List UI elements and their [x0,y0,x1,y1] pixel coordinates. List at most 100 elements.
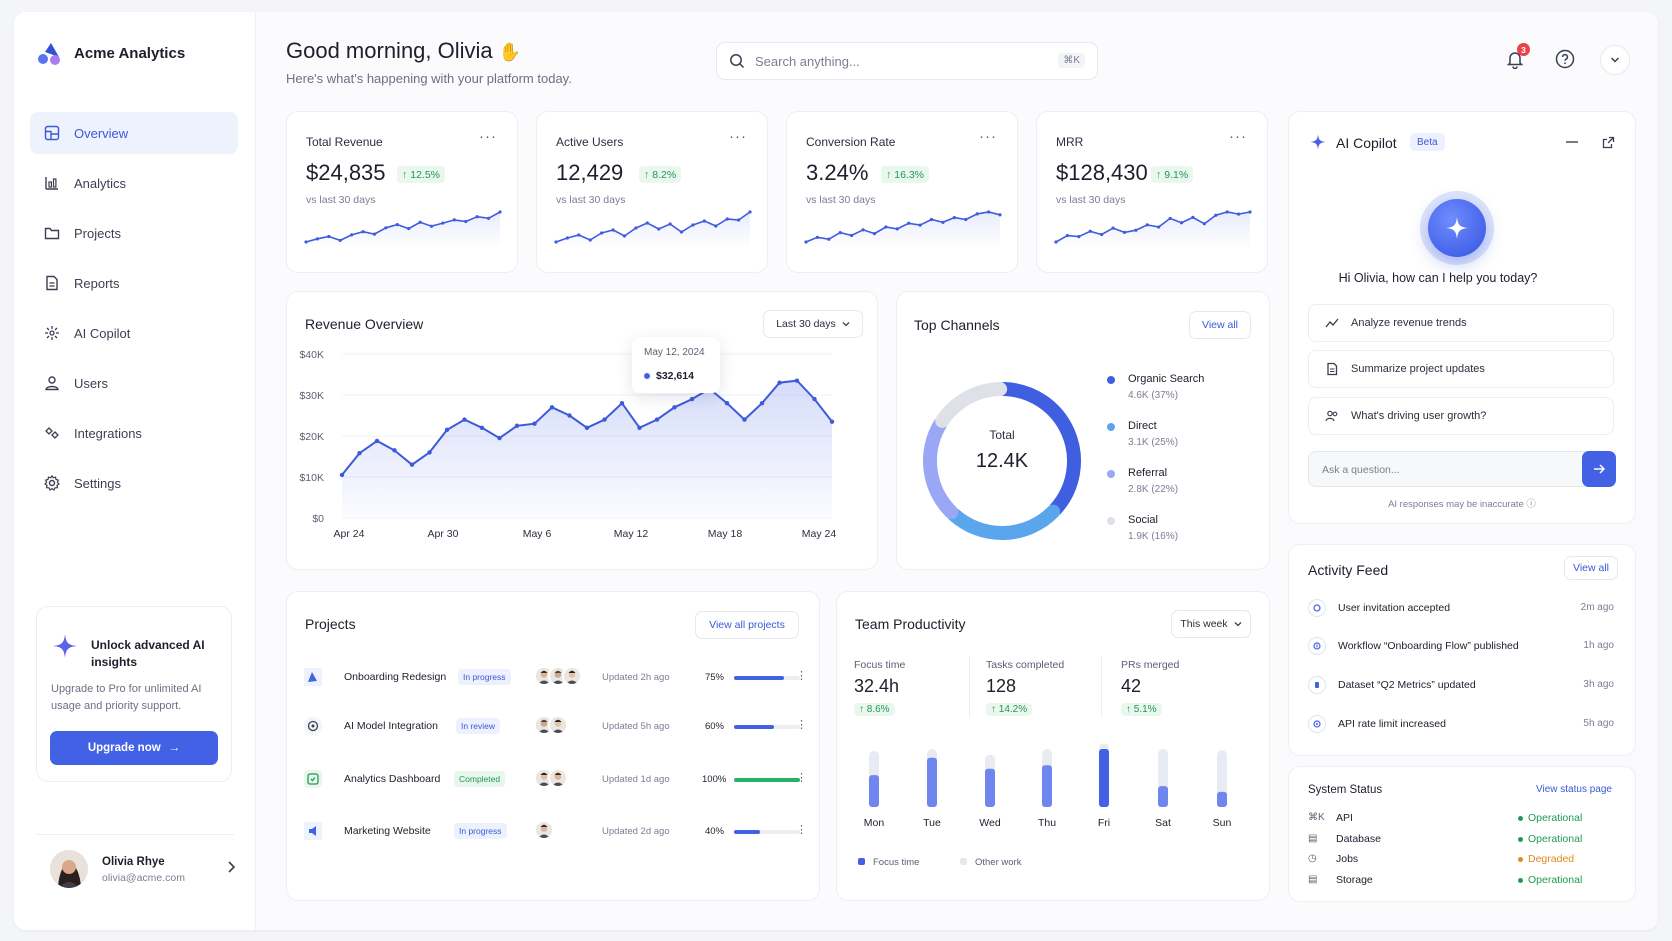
copilot-suggestion[interactable]: What's driving user growth? [1308,397,1614,435]
sparkline-point [815,235,820,239]
kpi-delta-value: 12.5% [410,168,441,181]
sparkline-point [998,213,1002,217]
arrow-right-icon [1594,464,1605,474]
notifications-button[interactable] [1503,47,1527,71]
activity-view-all-button[interactable]: View all [1564,556,1618,580]
info-icon[interactable]: ⓘ [1526,499,1536,510]
open-external-button[interactable] [1600,134,1616,150]
workflow-icon [1313,642,1321,650]
upgrade-button-label: Upgrade now [87,742,161,754]
revenue-range-select[interactable]: Last 30 days [763,310,863,338]
project-row[interactable]: Marketing Website In progress Updated 2d a… [304,820,807,844]
view-all-projects-button[interactable]: View all projects [695,611,799,639]
brand[interactable]: Acme Analytics [36,40,185,66]
minimize-button[interactable] [1564,134,1580,150]
delta-value: 8.6% [866,704,890,715]
help-button[interactable] [1553,47,1577,71]
productivity-stat-delta: ↑ 8.6% [854,703,895,716]
sidebar-item-label: AI Copilot [74,325,131,341]
sidebar-item-label: Settings [74,475,121,491]
kpi-delta-badge: ↑ 9.1% [1151,166,1194,183]
kpi-card[interactable]: Conversion Rate ··· 3.24% ↑ 16.3% vs last 30 … [786,111,1018,273]
sidebar-item-integrations[interactable]: Integrations [30,412,238,454]
productivity-stat-delta: ↑ 5.1% [1121,703,1162,716]
project-row[interactable]: Analytics Dashboard Completed Updated 1d a… [304,768,807,792]
sparkline-area [556,212,750,248]
project-progress-bar [734,725,800,729]
command-icon: ⌘K [1308,812,1325,823]
kpi-sparkline [304,210,502,248]
sparkle-icon [1445,216,1469,240]
sidebar-item-projects[interactable]: Projects [30,212,238,254]
sparkline-point [964,217,968,222]
activity-icon [1308,676,1326,694]
more-options-icon[interactable]: ⋮ [796,772,807,784]
project-row[interactable]: Onboarding Redesign In progress Updated 2h… [304,666,807,690]
search-input[interactable]: Search anything... [755,53,860,69]
arrow-right-icon: → [168,742,181,754]
sparkline-point [929,217,934,222]
kpi-card[interactable]: Total Revenue ··· $24,835 ↑ 12.5% vs last 30 … [286,111,518,273]
productivity-stat-delta: ↑ 14.2% [986,703,1033,716]
project-name: AI Model Integration [344,720,438,732]
day-label: Fri [1097,817,1111,829]
user-check-icon [1313,604,1321,612]
sparkline-point [395,223,399,227]
productivity-stat-label: Tasks completed [986,659,1065,671]
sidebar-item-ai-copilot[interactable]: AI Copilot [30,312,238,354]
sparkline-line [1055,211,1251,243]
view-status-page-link[interactable]: View status page [1536,784,1612,795]
sidebar-item-settings[interactable]: Settings [30,462,238,504]
upgrade-button[interactable]: Upgrade now → [50,731,218,765]
activity-title: Activity Feed [1308,562,1389,578]
sparkline-point [1202,222,1206,226]
sparkline-point [850,233,854,238]
sparkline-point [1179,221,1184,225]
sparkline-point [884,225,888,229]
productivity-range-select[interactable]: This week [1171,610,1251,638]
service-status: Operational [1518,874,1582,886]
ask-question-field[interactable]: Ask a question... [1308,451,1616,487]
kpi-card[interactable]: MRR ··· $128,430 ↑ 9.1% vs last 30 days [1036,111,1268,273]
search-shortcut: ⌘K [1058,53,1085,68]
search-bar[interactable]: Search anything... ⌘K [716,42,1098,80]
sidebar-item-users[interactable]: Users [30,362,238,404]
copilot-suggestion[interactable]: Summarize project updates [1308,350,1614,388]
user-profile[interactable]: Olivia Rhye olivia@acme.com [36,850,236,894]
activity-item[interactable]: Workflow “Onboarding Flow” published 1h a… [1308,636,1614,658]
kpi-value: $24,835 [306,160,386,185]
sparkline-point [464,219,468,224]
copilot-suggestion[interactable]: Analyze revenue trends [1308,304,1614,342]
sparkline-area [306,212,500,248]
sidebar-item-analytics[interactable]: Analytics [30,162,238,204]
more-options-icon[interactable]: ⋮ [796,719,807,731]
more-options-icon[interactable]: ··· [1229,128,1247,145]
activity-item[interactable]: User invitation accepted 2m ago [1308,598,1614,620]
channel-value: 2.8K (22%) [1128,484,1179,495]
sparkline-point [554,240,558,244]
upgrade-card: Unlock advanced AI insights Upgrade to P… [36,606,232,782]
project-row[interactable]: AI Model Integration In review Updated 5h … [304,715,807,739]
more-options-icon[interactable]: ··· [979,128,997,145]
ask-input[interactable]: Ask a question... [1322,464,1400,476]
sidebar-item-reports[interactable]: Reports [30,262,238,304]
more-options-icon[interactable]: ··· [479,128,497,145]
copilot-orb [1420,191,1494,265]
sidebar-item-overview[interactable]: Overview [30,112,238,154]
sparkline-point [429,224,434,228]
more-options-icon[interactable]: ⋮ [796,824,807,836]
more-options-icon[interactable]: ⋮ [796,670,807,682]
channels-view-all-button[interactable]: View all [1189,311,1251,339]
activity-item[interactable]: Dataset “Q2 Metrics” updated 3h ago [1308,675,1614,697]
ai-copilot-icon [45,326,59,340]
project-progress-fill [734,676,784,680]
sparkline-point [1157,225,1161,229]
sparkline-point [827,237,831,241]
account-menu-button[interactable] [1600,45,1630,75]
send-button[interactable] [1582,451,1616,487]
sparkline-point [1100,232,1104,237]
more-options-icon[interactable]: ··· [729,128,747,145]
kpi-card[interactable]: Active Users ··· 12,429 ↑ 8.2% vs last 30 day… [536,111,768,273]
activity-item[interactable]: API rate limit increased 5h ago [1308,714,1614,736]
sidebar-item-label: Integrations [74,425,142,441]
